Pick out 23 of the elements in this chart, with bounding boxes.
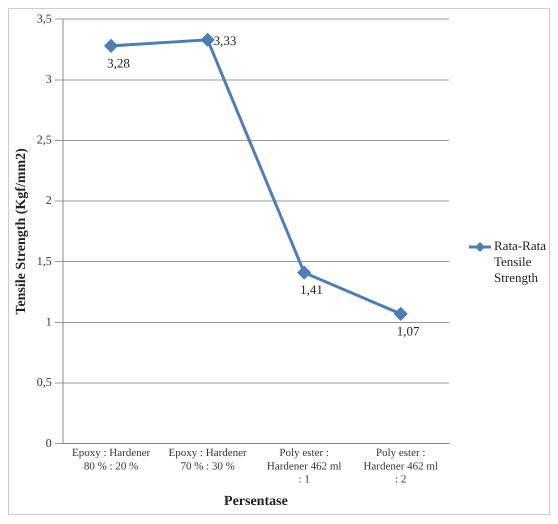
data-label: 3,33 <box>214 33 236 48</box>
y-tick-label: 0,5 <box>36 375 52 390</box>
x-tick-label: Poly ester : Hardener 462 ml : 1 <box>266 447 342 486</box>
point <box>394 307 408 320</box>
y-tick-label: 1,5 <box>36 254 52 268</box>
legend-label: Rata-Rata Tensile Strength <box>494 238 547 286</box>
x-tick-label: Epoxy : Hardener 70 % : 30 % <box>168 447 248 472</box>
x-axis-title: Persentase <box>224 494 288 510</box>
point <box>298 266 311 280</box>
y-tick-label: 2 <box>46 193 52 208</box>
data-label: 1,07 <box>396 323 420 338</box>
y-tick-label: 0 <box>46 436 52 450</box>
y-tick-label: 1 <box>46 314 52 328</box>
data-label: 1,41 <box>300 282 323 298</box>
y-tick-label: 3,5 <box>36 11 52 26</box>
y-tick-label: 2,5 <box>36 132 52 147</box>
y-axis-title: Tensile Strength (Kgf/mm2) <box>14 148 30 315</box>
x-tick-label: Poly ester : Hardener 462 ml : 2 <box>363 447 438 486</box>
x-tick-label: Epoxy : Hardener 80 % : 20 % <box>72 447 151 472</box>
data-label: 3,28 <box>107 55 130 70</box>
y-tick-label: 3 <box>46 72 52 86</box>
point <box>201 33 214 46</box>
point <box>104 39 118 52</box>
